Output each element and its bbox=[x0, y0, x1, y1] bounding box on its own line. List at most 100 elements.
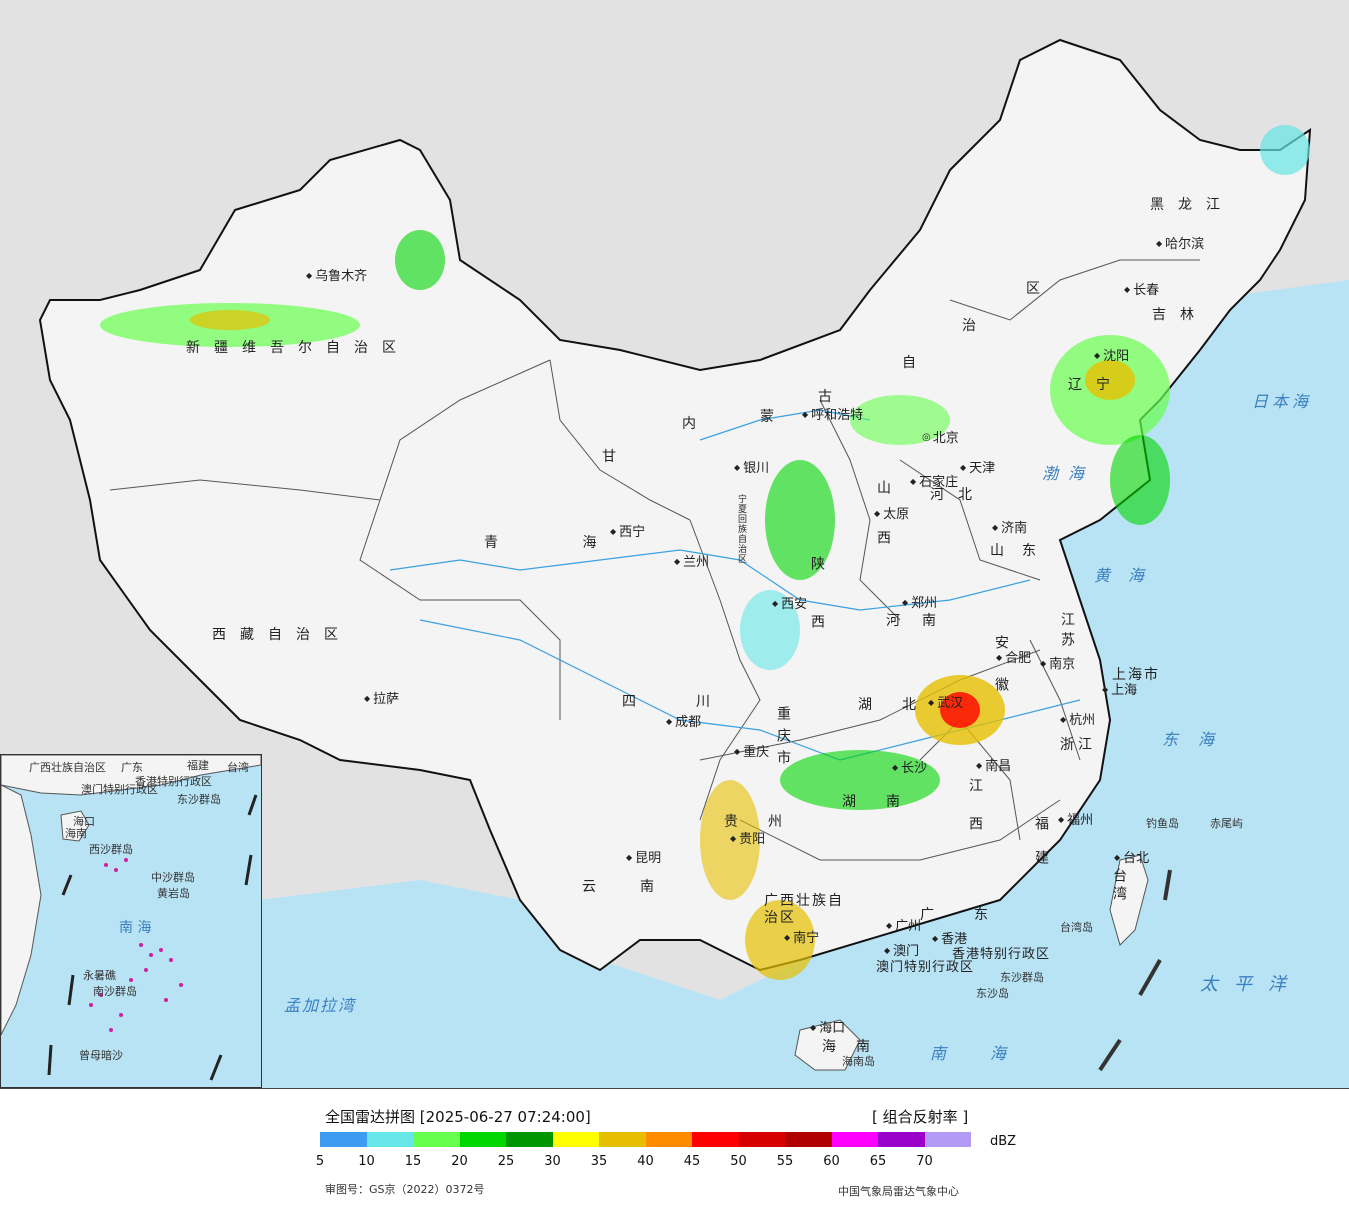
label-neimenggu-nei: 内 bbox=[682, 416, 710, 432]
label-shanxi: 山西 bbox=[875, 480, 891, 580]
inset-label-zengmu: 曾母暗沙 bbox=[79, 1049, 123, 1062]
legend-tick-60: 60 bbox=[823, 1154, 840, 1169]
city-hohhot: 呼和浩特 bbox=[802, 409, 863, 422]
echo-northeast-core bbox=[1085, 360, 1135, 400]
legend-unit: dBZ bbox=[990, 1134, 1017, 1149]
inset-label-guangxi: 广西壮族自治区 bbox=[29, 761, 106, 774]
legend-swatch-40 bbox=[645, 1132, 692, 1147]
legend-review-number: 审图号：GS京（2022）0372号 bbox=[325, 1183, 485, 1196]
legend-swatch-35 bbox=[599, 1132, 646, 1147]
label-guangdong: 广东 bbox=[920, 907, 1028, 923]
sea-yellow: 黄海 bbox=[1094, 566, 1163, 585]
legend-tick-50: 50 bbox=[730, 1154, 747, 1169]
legend-tick-45: 45 bbox=[683, 1154, 701, 1169]
legend-swatch-50 bbox=[738, 1132, 785, 1147]
legend-swatch-65 bbox=[878, 1132, 925, 1147]
label-guizhou: 贵州 bbox=[724, 814, 812, 830]
city-nanning: 南宁 bbox=[784, 932, 819, 945]
legend-tick-70: 70 bbox=[916, 1154, 933, 1169]
label-yunnan: 云南 bbox=[582, 879, 698, 895]
sea-japan: 日本海 bbox=[1252, 392, 1313, 411]
legend-swatch-70 bbox=[924, 1132, 971, 1147]
legend-swatch-20 bbox=[459, 1132, 506, 1147]
label-hongkong: 香港特别行政区 bbox=[952, 947, 1051, 962]
inset-land-west bbox=[1, 784, 42, 1036]
city-chengdu: 成都 bbox=[666, 716, 701, 729]
inset-label-huangyan: 黄岩岛 bbox=[157, 887, 190, 900]
label-gansu: 甘 bbox=[602, 449, 630, 465]
radar-echoes bbox=[100, 125, 1310, 980]
label-macau: 澳门特别行政区 bbox=[876, 960, 975, 975]
island-dongsha-dao: 东沙岛 bbox=[976, 987, 1009, 1000]
inset-canvas bbox=[1, 755, 261, 1081]
city-guiyang: 贵阳 bbox=[730, 833, 765, 846]
label-ningxia: 宁夏回族自治区 bbox=[736, 494, 746, 564]
legend-tick-5: 5 bbox=[315, 1154, 325, 1169]
label-tibet: 西藏自治区 bbox=[212, 627, 352, 643]
legend-color-bar bbox=[320, 1132, 971, 1147]
label-anhui: 安徽 bbox=[993, 635, 1009, 719]
legend-product: [ 组合反射率 ] bbox=[872, 1108, 969, 1126]
legend-swatch-60 bbox=[831, 1132, 878, 1147]
sea-area-east bbox=[720, 280, 1349, 1088]
legend-title: 全国雷达拼图 [2025-06-27 07:24:00] bbox=[325, 1108, 591, 1126]
inset-nine-dash bbox=[47, 794, 258, 1081]
legend-tick-25: 25 bbox=[497, 1154, 515, 1169]
island-hainan: 海南岛 bbox=[842, 1055, 875, 1068]
label-shanghai: 上海市 bbox=[1112, 667, 1160, 683]
legend-tick-30: 30 bbox=[544, 1154, 561, 1169]
city-lhasa: 拉萨 bbox=[364, 693, 399, 706]
label-neimenggu-meng: 蒙 bbox=[760, 409, 788, 425]
city-harbin: 哈尔滨 bbox=[1156, 238, 1204, 251]
city-changchun: 长春 bbox=[1124, 284, 1159, 297]
inset-label-zhongsha: 中沙群岛 bbox=[151, 871, 195, 884]
label-sichuan: 四川 bbox=[622, 694, 770, 710]
city-xian: 西安 bbox=[772, 598, 807, 611]
label-shandong: 山东 bbox=[990, 543, 1054, 559]
sea-bohai: 渤海 bbox=[1042, 464, 1095, 483]
city-fuzhou: 福州 bbox=[1058, 814, 1093, 827]
label-shaanxi: 陕西 bbox=[809, 556, 825, 672]
label-guangxi: 广西壮族自治区 bbox=[764, 893, 844, 926]
echo-xinjiang-core bbox=[190, 310, 270, 330]
legend-tick-35: 35 bbox=[590, 1154, 608, 1169]
sea-pacific: 太平洋 bbox=[1200, 974, 1302, 995]
inset-label-guangdong: 广东 bbox=[121, 761, 143, 774]
label-chongqing: 重庆市 bbox=[775, 706, 791, 772]
city-chongqing: 重庆 bbox=[734, 746, 769, 759]
legend-tick-40: 40 bbox=[637, 1154, 654, 1169]
echo-heilongjiang-east bbox=[1260, 125, 1310, 175]
label-henan: 河南 bbox=[886, 613, 958, 629]
sea-area-south bbox=[260, 880, 720, 1088]
legend-ticks: 5 10 15 20 25 30 35 40 45 50 55 60 65 70 bbox=[316, 1154, 1020, 1170]
legend-swatch-55 bbox=[785, 1132, 832, 1147]
city-hongkong: 香港 bbox=[932, 933, 967, 946]
inset-label-haikou: 海口 bbox=[73, 815, 95, 828]
echo-shaanxi bbox=[765, 460, 835, 580]
label-neimenggu-zi: 自 bbox=[902, 355, 930, 371]
inset-label-fujian: 福建 bbox=[187, 759, 209, 772]
label-jiangxi: 江西 bbox=[967, 778, 983, 854]
island-taiwan: 台湾岛 bbox=[1060, 921, 1093, 934]
city-yinchuan: 银川 bbox=[734, 462, 769, 475]
label-neimenggu-zhi: 治 bbox=[962, 318, 990, 334]
legend-swatch-45 bbox=[692, 1132, 739, 1147]
inset-reefs bbox=[89, 858, 183, 1032]
inset-label-hainan: 海南 bbox=[65, 827, 87, 840]
city-macau: 澳门 bbox=[884, 945, 919, 958]
island-diaoyu: 钓鱼岛 bbox=[1146, 817, 1179, 830]
legend-tick-15: 15 bbox=[404, 1154, 422, 1169]
label-hubei: 湖北 bbox=[858, 697, 946, 713]
city-nanchang: 南昌 bbox=[976, 760, 1011, 773]
radar-map[interactable]: 新疆维吾尔自治区 西藏自治区 青 海 甘 内 蒙 古 自 治 区 黑龙江 吉林 … bbox=[0, 0, 1349, 1088]
sea-east: 东海 bbox=[1162, 730, 1235, 749]
city-wuhan: 武汉 bbox=[928, 697, 963, 710]
echo-liaodong bbox=[1110, 435, 1170, 525]
legend-swatch-5 bbox=[320, 1132, 367, 1147]
inset-label-macau: 澳门特别行政区 bbox=[81, 783, 158, 796]
city-kunming: 昆明 bbox=[626, 852, 661, 865]
inset-label-nanhai: 南 海 bbox=[119, 920, 152, 936]
city-beijing: 北京 bbox=[922, 432, 959, 445]
legend-swatch-30 bbox=[552, 1132, 599, 1147]
label-jiangsu: 江苏 bbox=[1059, 612, 1075, 652]
